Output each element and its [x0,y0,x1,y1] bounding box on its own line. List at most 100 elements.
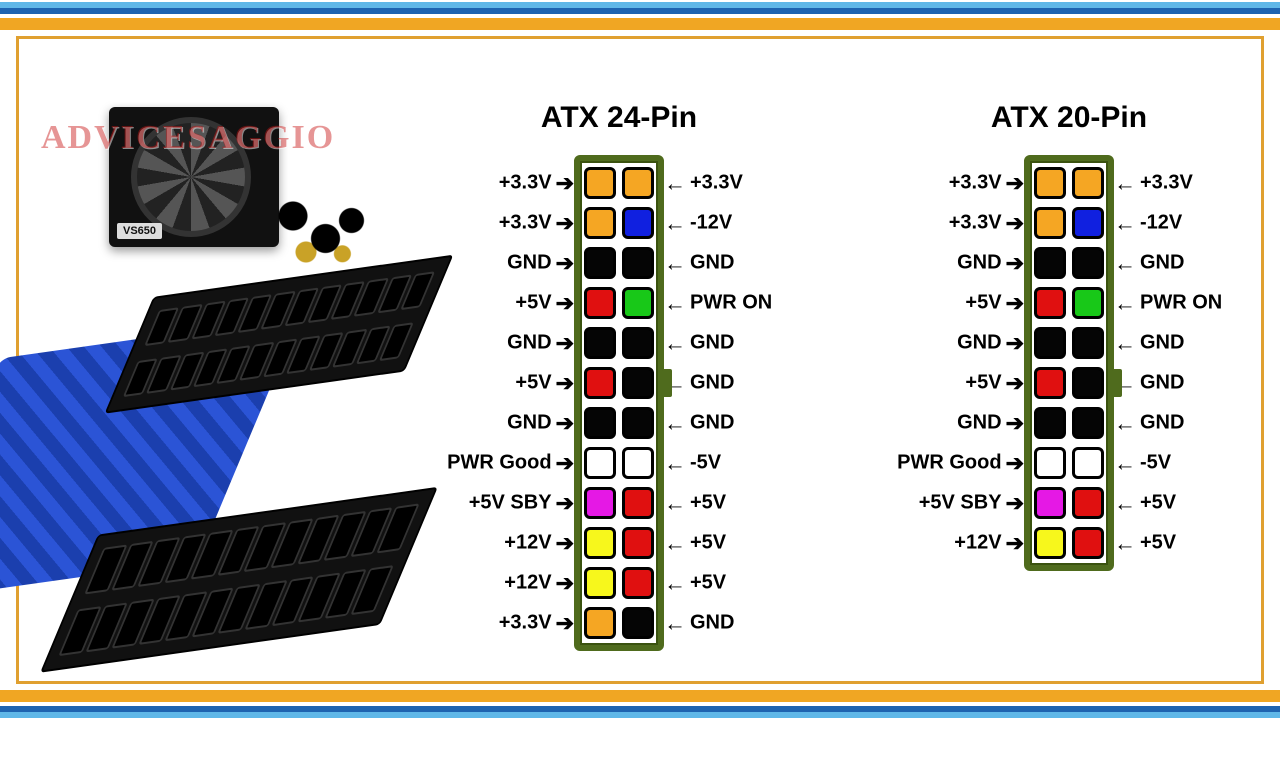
pin-left [584,287,616,319]
pin-right [622,367,654,399]
pin-label-right: ←GND [1114,332,1184,355]
pin-label-right: ←GND [664,372,734,395]
pin-right [1072,447,1104,479]
pin-row: +5V➔←PWR ON [584,287,654,319]
pin-left [584,167,616,199]
pin-label-left: +3.3V➔ [499,172,574,195]
pin-label-left: GND➔ [957,332,1024,355]
pin-right [1072,487,1104,519]
pin-signal-text: +5V [515,372,551,395]
pin-row: GND➔←GND [584,247,654,279]
pin-signal-text: GND [690,372,734,395]
arrow-right-icon: ➔ [1006,172,1024,194]
pin-signal-text: +5V [965,372,1001,395]
pin-right [622,167,654,199]
pin-signal-text: +3.3V [499,612,552,635]
watermark-text: ADVICESAGGIO [41,119,335,157]
pin-right [622,327,654,359]
pin-left [584,407,616,439]
pin-label-left: +5V➔ [965,372,1024,395]
arrow-left-icon: ← [664,292,686,314]
arrow-right-icon: ➔ [556,532,574,554]
pin-signal-text: PWR ON [1140,292,1222,315]
pin-row: PWR Good➔←-5V [584,447,654,479]
pin-label-right: ←PWR ON [1114,292,1222,315]
pin-left [1034,407,1066,439]
pin-row: +12V➔←+5V [1034,527,1104,559]
pin-right [622,487,654,519]
pin-signal-text: -5V [690,452,721,475]
pin-right [1072,247,1104,279]
pin-signal-text: +12V [954,532,1001,555]
pin-label-right: ←+5V [664,492,726,515]
pin-left [584,527,616,559]
pin-right [622,207,654,239]
pin-signal-text: +5V [690,572,726,595]
pin-signal-text: GND [1140,412,1184,435]
pin-signal-text: GND [690,252,734,275]
arrow-right-icon: ➔ [1006,372,1024,394]
pin-signal-text: GND [507,332,551,355]
arrow-left-icon: ← [1114,412,1136,434]
arrow-left-icon: ← [664,252,686,274]
pin-signal-text: PWR ON [690,292,772,315]
connector-key-notch [1112,369,1122,397]
pin-signal-text: GND [690,612,734,635]
arrow-left-icon: ← [1114,332,1136,354]
pin-signal-text: +3.3V [690,172,743,195]
pin-signal-text: +5V [1140,532,1176,555]
content-frame: ADVICESAGGIO VS650 ATX 24-Pin+3.3V➔←+3.3… [16,36,1264,684]
pin-label-right: ←GND [1114,252,1184,275]
pin-label-left: GND➔ [507,332,574,355]
arrow-left-icon: ← [664,452,686,474]
pin-signal-text: +3.3V [949,172,1002,195]
pin-right [622,447,654,479]
pin-right [622,527,654,559]
pin-left [1034,327,1066,359]
arrow-right-icon: ➔ [556,612,574,634]
arrow-left-icon: ← [1114,292,1136,314]
pin-label-left: +3.3V➔ [499,612,574,635]
pin-row: +3.3V➔←+3.3V [1034,167,1104,199]
pin-signal-text: -12V [1140,212,1182,235]
pin-row: GND➔←GND [1034,407,1104,439]
pin-signal-text: +5V SBY [469,492,552,515]
pin-row: +3.3V➔←+3.3V [584,167,654,199]
pin-signal-text: PWR Good [897,452,1001,475]
pin-signal-text: +3.3V [949,212,1002,235]
arrow-left-icon: ← [1114,212,1136,234]
pin-signal-text: PWR Good [447,452,551,475]
pin-label-right: ←-12V [664,212,732,235]
arrow-left-icon: ← [664,612,686,634]
pin-label-left: +5V SBY➔ [919,492,1024,515]
arrow-right-icon: ➔ [556,412,574,434]
pin-row: +3.3V➔←-12V [584,207,654,239]
pin-signal-text: GND [1140,252,1184,275]
arrow-left-icon: ← [664,572,686,594]
arrow-right-icon: ➔ [1006,412,1024,434]
pin-signal-text: +3.3V [499,172,552,195]
arrow-right-icon: ➔ [1006,532,1024,554]
arrow-left-icon: ← [664,412,686,434]
pin-right [1072,207,1104,239]
pin-left [1034,247,1066,279]
pin-signal-text: GND [957,412,1001,435]
pin-left [584,447,616,479]
pin-signal-text: +12V [504,572,551,595]
arrow-right-icon: ➔ [556,212,574,234]
pin-left [584,487,616,519]
pin-label-left: +3.3V➔ [949,212,1024,235]
arrow-left-icon: ← [1114,532,1136,554]
pin-row: GND➔←GND [584,407,654,439]
pin-label-right: ←GND [1114,372,1184,395]
pin-right [1072,167,1104,199]
arrow-right-icon: ➔ [556,172,574,194]
top-stripe [0,0,1280,36]
pin-label-left: +5V➔ [515,292,574,315]
pin-left [584,567,616,599]
pin-signal-text: -12V [690,212,732,235]
atx-20pin-diagram: ATX 20-Pin+3.3V➔←+3.3V+3.3V➔←-12VGND➔←GN… [859,101,1279,571]
pin-signal-text: +3.3V [1140,172,1193,195]
arrow-right-icon: ➔ [556,492,574,514]
pin-row: +5V➔←GND [1034,367,1104,399]
